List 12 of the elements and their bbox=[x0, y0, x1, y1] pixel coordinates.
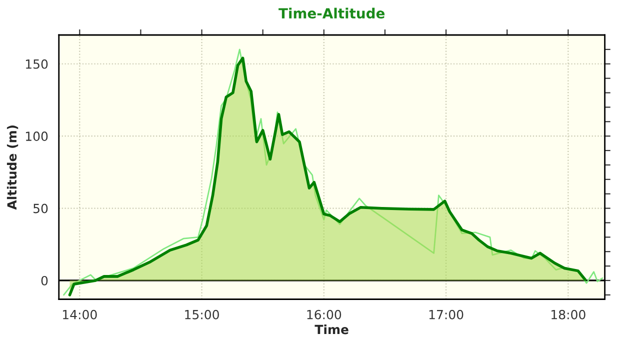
y-tick-label: 0 bbox=[41, 276, 48, 286]
y-tick-label: 100 bbox=[26, 132, 48, 142]
x-axis-title: Time bbox=[314, 324, 348, 334]
x-tick-label: 15:00 bbox=[185, 310, 219, 320]
x-tick-label: 17:00 bbox=[429, 310, 464, 320]
x-tick-label: 14:00 bbox=[63, 310, 97, 320]
y-axis-title: Altitude (m) bbox=[6, 126, 18, 210]
x-tick-label: 18:00 bbox=[552, 310, 586, 320]
x-tick-label: 16:00 bbox=[307, 310, 342, 320]
chart-title: Time-Altitude bbox=[278, 8, 385, 19]
y-tick-label: 150 bbox=[26, 59, 48, 69]
y-tick-label: 50 bbox=[34, 204, 48, 214]
